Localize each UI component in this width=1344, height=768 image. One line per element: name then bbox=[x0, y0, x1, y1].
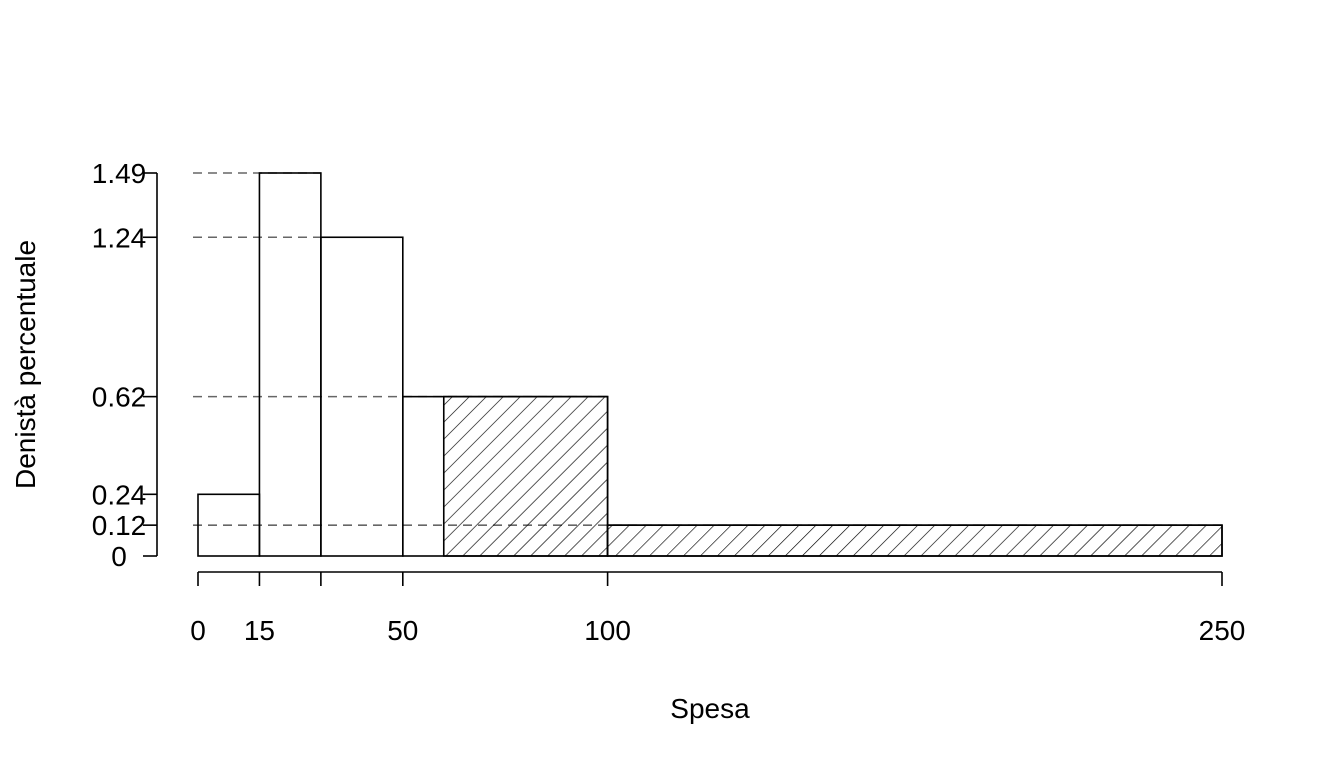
x-tick-label: 15 bbox=[244, 615, 275, 646]
hatched-bar bbox=[442, 395, 609, 557]
hatched-region bbox=[442, 395, 1223, 557]
histogram-bar bbox=[258, 172, 322, 557]
y-tick-label: 0 bbox=[111, 541, 127, 572]
x-tick-label: 100 bbox=[584, 615, 631, 646]
y-tick-label: 0.12 bbox=[92, 510, 147, 541]
x-axis-title: Spesa bbox=[670, 693, 750, 724]
y-tick-label: 0.24 bbox=[92, 479, 147, 510]
y-tick-label: 1.24 bbox=[92, 222, 147, 253]
reference-lines bbox=[193, 172, 1222, 526]
y-axis-title: Denistà percentuale bbox=[10, 240, 41, 489]
x-tick-label: 0 bbox=[190, 615, 206, 646]
x-tick-label: 250 bbox=[1199, 615, 1246, 646]
y-axis: 00.120.24 0.62 1.24 1.49 bbox=[92, 158, 158, 572]
x-axis: 0 15 50 100 250 bbox=[190, 571, 1246, 646]
x-tick-label: 50 bbox=[387, 615, 418, 646]
hatched-bar bbox=[606, 524, 1223, 557]
histogram-bars bbox=[197, 172, 1223, 557]
y-tick-label: 1.49 bbox=[92, 158, 147, 189]
y-tick-label: 0.62 bbox=[92, 382, 147, 413]
